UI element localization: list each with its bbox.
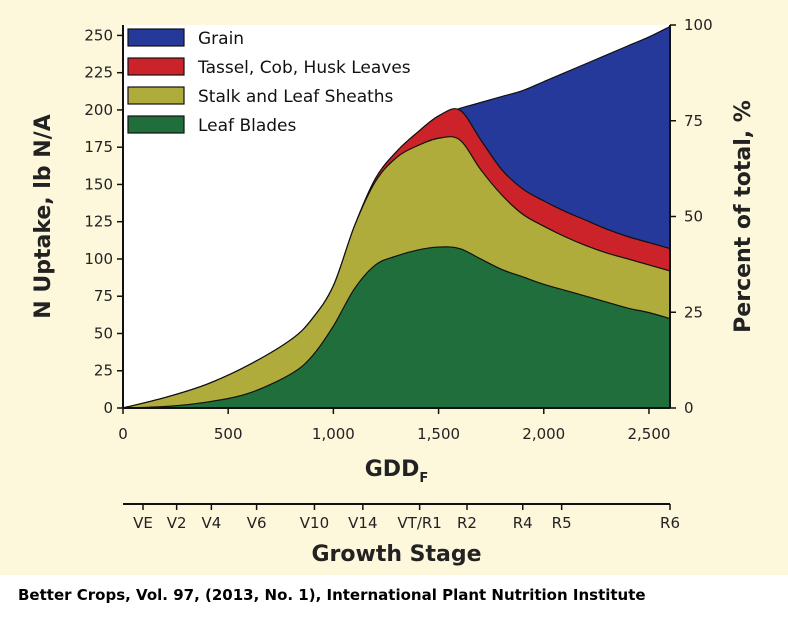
y-tick-label: 225 bbox=[84, 64, 113, 82]
axes: 0 25 50 75 100 125 150 175 200 225 250 0 25 50 75 100 0 5… bbox=[31, 16, 756, 486]
legend-swatch-tassel-cob-husk-leaves bbox=[127, 57, 185, 76]
growth-stage-axis: VE V2 V4 V6 V10 V14 VT/R1 R2 R4 R5 R6 Growth Stage bbox=[123, 503, 680, 567]
legend-swatch-grain bbox=[127, 28, 185, 47]
y-tick-label: 75 bbox=[94, 287, 113, 305]
x-tick-label: 0 bbox=[118, 425, 128, 443]
growth-stage-label-v6: V6 bbox=[247, 514, 267, 532]
y2-tick-label: 75 bbox=[684, 112, 703, 130]
chart-svg: 0 25 50 75 100 125 150 175 200 225 250 0 25 50 75 100 0 5… bbox=[31, 16, 756, 567]
chart-panel: 0 25 50 75 100 125 150 175 200 225 250 0 25 50 75 100 0 5… bbox=[0, 0, 788, 575]
y2-tick-label: 100 bbox=[684, 16, 713, 34]
legend-label-grain: Grain bbox=[198, 29, 244, 49]
y-tick-label: 125 bbox=[84, 213, 113, 231]
y-tick-label: 25 bbox=[94, 362, 113, 380]
y2-axis-title: Percent of total, % bbox=[731, 100, 756, 333]
x-tick-label: 2,000 bbox=[522, 425, 565, 443]
y-tick-label: 175 bbox=[84, 138, 113, 156]
y-tick-label: 50 bbox=[94, 324, 113, 342]
legend: Grain Tassel, Cob, Husk Leaves Stalk and L… bbox=[127, 28, 411, 136]
growth-stage-label-v10: V10 bbox=[300, 514, 329, 532]
growth-stage-label-v2: V2 bbox=[167, 514, 187, 532]
growth-stage-label-v4: V4 bbox=[201, 514, 221, 532]
growth-stage-label-vt-r1: VT/R1 bbox=[397, 514, 441, 532]
y-axis-title: N Uptake, lb N/A bbox=[31, 114, 56, 318]
y-tick-label: 100 bbox=[84, 250, 113, 268]
y2-tick-label: 0 bbox=[684, 399, 694, 417]
x-tick-label: 500 bbox=[214, 425, 243, 443]
y2-tick-label: 25 bbox=[684, 303, 703, 321]
growth-stage-label-r4: R4 bbox=[513, 514, 533, 532]
legend-label-leaf-blades: Leaf Blades bbox=[198, 116, 296, 136]
legend-label-tassel-cob-husk-leaves: Tassel, Cob, Husk Leaves bbox=[197, 58, 411, 78]
growth-stage-label-r2: R2 bbox=[457, 514, 477, 532]
y-tick-label: 250 bbox=[84, 26, 113, 44]
area-leaf-blades bbox=[122, 246, 671, 409]
y-tick-label: 150 bbox=[84, 175, 113, 193]
y-tick-label: 0 bbox=[103, 399, 113, 417]
growth-stage-label-r6: R6 bbox=[660, 514, 680, 532]
x-tick-label: 1,500 bbox=[417, 425, 460, 443]
area-layers bbox=[122, 25, 671, 409]
x-axis-subscript: F bbox=[419, 471, 428, 486]
x-axis-title: GDDF bbox=[365, 457, 428, 486]
legend-swatch-stalk-and-leaf-sheaths bbox=[127, 86, 185, 105]
x-tick-label: 1,000 bbox=[312, 425, 355, 443]
growth-stage-title: Growth Stage bbox=[311, 542, 481, 567]
y2-tick-label: 50 bbox=[684, 208, 703, 226]
growth-stage-label-ve: VE bbox=[133, 514, 153, 532]
growth-stage-label-v14: V14 bbox=[348, 514, 377, 532]
source-note: Better Crops, Vol. 97, (2013, No. 1), In… bbox=[18, 586, 646, 604]
x-tick-label: 2,500 bbox=[627, 425, 670, 443]
legend-swatch-leaf-blades bbox=[127, 115, 185, 134]
growth-stage-label-r5: R5 bbox=[552, 514, 572, 532]
y-tick-label: 200 bbox=[84, 101, 113, 119]
legend-label-stalk-and-leaf-sheaths: Stalk and Leaf Sheaths bbox=[198, 87, 394, 107]
